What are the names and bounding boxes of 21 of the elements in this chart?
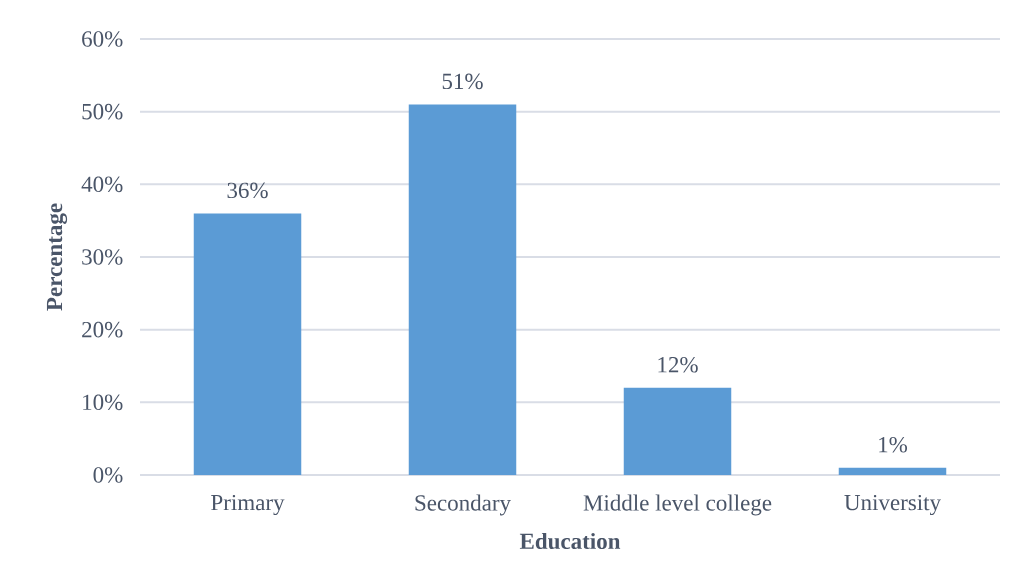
x-tick-label: University xyxy=(844,494,941,516)
data-label: 51% xyxy=(442,73,483,90)
x-tick-label: Primary xyxy=(211,494,285,516)
y-tick-label: 20% xyxy=(82,321,123,338)
y-tick-label: 60% xyxy=(82,31,123,47)
bar xyxy=(193,213,302,475)
y-tick-label: 0% xyxy=(93,467,123,483)
bar xyxy=(408,104,517,475)
data-label: 36% xyxy=(227,182,268,199)
y-tick-label: 10% xyxy=(83,394,123,411)
data-label: 12% xyxy=(658,356,698,373)
y-tick-label: 40% xyxy=(81,176,123,193)
y-axis-title: Percentage xyxy=(46,203,68,311)
x-tick-label: Secondary xyxy=(415,494,511,516)
x-axis-title: Education xyxy=(519,532,621,550)
y-tick-label: 50% xyxy=(82,103,123,120)
y-tick-label: 30% xyxy=(82,249,123,265)
bar xyxy=(623,387,732,475)
x-tick-label: Middle level college xyxy=(583,494,772,516)
data-label: 1% xyxy=(879,436,908,453)
bar xyxy=(838,467,947,475)
